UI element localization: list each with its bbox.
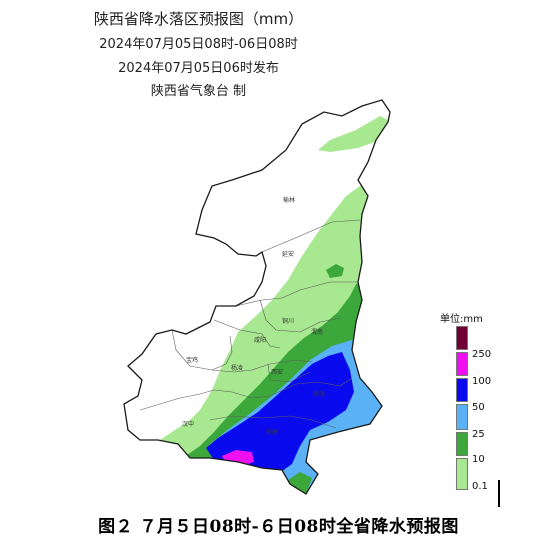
legend-swatch [456,458,468,490]
map-title: 陕西省降水落区预报图（mm） [93,10,304,28]
district-borders [139,219,361,429]
city-label-shangluo: 商洛 [313,390,325,398]
legend-swatch [456,404,468,430]
legend-label: 250 [472,349,492,360]
issuer: 陕西省气象台 制 [150,84,247,99]
zone-50-100 [206,352,354,474]
legend-label: 25 [472,429,485,440]
zone-0.1-10-north [318,116,388,152]
city-label-yulin: 榆林 [283,196,295,204]
legend-swatch [456,352,468,376]
city-label-xianyang: 咸阳 [254,336,266,344]
city-label-baoji: 宝鸡 [186,356,198,364]
city-label-weinan: 渭南 [311,328,323,336]
forecast-period: 2024年07月05日08时-06日08时 [99,37,298,52]
issue-time: 2024年07月05日06时发布 [118,61,279,76]
legend-label: 0.1 [472,481,488,492]
city-label-hanzhong: 汉中 [182,420,194,428]
city-label-xian: 西安 [271,368,283,376]
legend-axis-line [498,480,500,507]
city-label-yangling: 杨凌 [231,364,243,372]
legend-label: 100 [472,376,492,387]
figure-caption: 图２ ７月５日08时-６日08时全省降水预报图 [98,517,459,537]
city-label-yanan: 延安 [282,250,294,258]
legend-swatch [456,432,468,456]
legend-label: 50 [472,402,485,413]
legend-swatch [456,326,468,350]
legend-title: 单位:mm [440,314,483,325]
zone-10-25-yanan [326,264,344,278]
legend-label: 10 [472,454,485,465]
city-label-ankang: 安康 [266,428,278,436]
city-label-tongchuan: 铜川 [282,317,294,325]
legend-swatch [456,378,468,402]
